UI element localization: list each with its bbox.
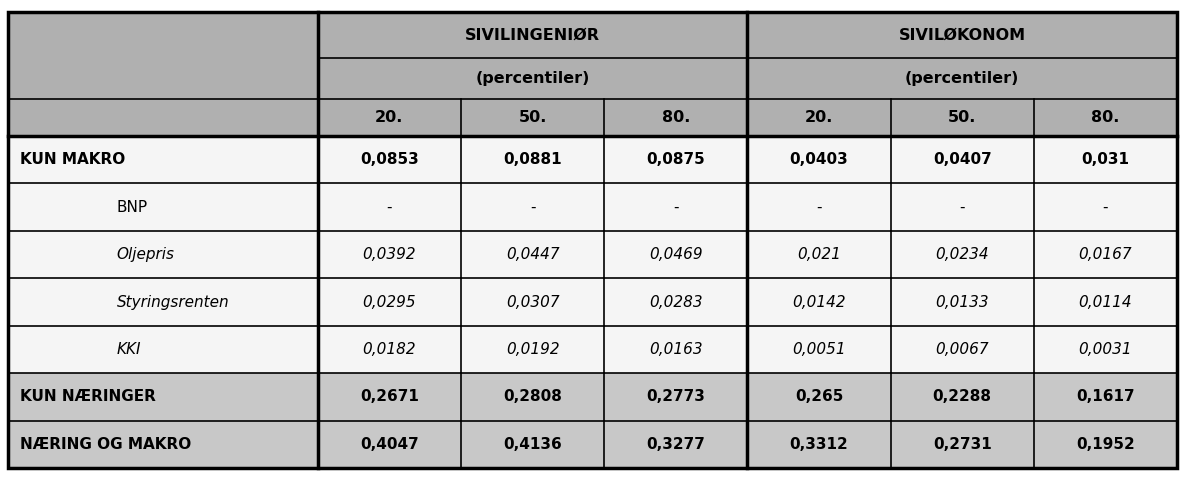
Text: SIVILINGENIØR: SIVILINGENIØR — [465, 27, 600, 42]
Text: 50.: 50. — [518, 110, 546, 125]
Text: Oljepris: Oljepris — [116, 247, 174, 262]
Text: 0,0051: 0,0051 — [793, 342, 846, 357]
Text: -: - — [816, 200, 821, 215]
Text: Styringsrenten: Styringsrenten — [116, 295, 229, 310]
Text: 0,2731: 0,2731 — [933, 437, 992, 452]
Text: 0,2288: 0,2288 — [933, 389, 992, 404]
Text: SIVILØKONOM: SIVILØKONOM — [898, 27, 1026, 42]
Text: 0,3277: 0,3277 — [646, 437, 705, 452]
Text: 0,031: 0,031 — [1082, 152, 1129, 167]
Text: 0,0853: 0,0853 — [360, 152, 418, 167]
Text: 0,3312: 0,3312 — [789, 437, 848, 452]
Text: -: - — [960, 200, 965, 215]
Bar — [8, 373, 1177, 420]
Bar — [1033, 99, 1177, 136]
Text: 0,0142: 0,0142 — [793, 295, 846, 310]
Text: 80.: 80. — [1091, 110, 1120, 125]
Text: -: - — [386, 200, 392, 215]
Text: BNP: BNP — [116, 200, 148, 215]
Text: 0,0392: 0,0392 — [363, 247, 416, 262]
Bar — [8, 231, 1177, 278]
Text: 0,4047: 0,4047 — [360, 437, 418, 452]
Bar — [8, 136, 1177, 183]
Bar — [461, 99, 604, 136]
Bar — [604, 99, 748, 136]
Text: 0,0031: 0,0031 — [1078, 342, 1132, 357]
Bar — [8, 183, 1177, 231]
Text: 0,0295: 0,0295 — [363, 295, 416, 310]
Text: 20.: 20. — [805, 110, 833, 125]
Text: 0,0167: 0,0167 — [1078, 247, 1132, 262]
Bar — [891, 99, 1033, 136]
Bar — [748, 99, 891, 136]
Bar — [8, 278, 1177, 326]
Text: 0,0163: 0,0163 — [649, 342, 703, 357]
Text: 0,0133: 0,0133 — [935, 295, 989, 310]
Text: 0,0469: 0,0469 — [649, 247, 703, 262]
Bar — [748, 12, 1177, 99]
Text: 0,2808: 0,2808 — [504, 389, 562, 404]
Text: 0,4136: 0,4136 — [504, 437, 562, 452]
Text: -: - — [673, 200, 679, 215]
Text: KUN MAKRO: KUN MAKRO — [20, 152, 126, 167]
Text: 0,0283: 0,0283 — [649, 295, 703, 310]
Text: 0,0875: 0,0875 — [646, 152, 705, 167]
Text: (percentiler): (percentiler) — [475, 71, 590, 86]
Text: KKI: KKI — [116, 342, 141, 357]
Text: 20.: 20. — [376, 110, 404, 125]
Text: -: - — [530, 200, 536, 215]
Text: 0,2773: 0,2773 — [646, 389, 705, 404]
Text: KUN NÆRINGER: KUN NÆRINGER — [20, 389, 156, 404]
Bar — [318, 99, 461, 136]
Text: NÆRING OG MAKRO: NÆRING OG MAKRO — [20, 437, 192, 452]
Text: 0,021: 0,021 — [798, 247, 841, 262]
Text: 0,0407: 0,0407 — [933, 152, 992, 167]
Bar — [8, 420, 1177, 468]
Text: 0,1952: 0,1952 — [1076, 437, 1135, 452]
Bar — [8, 12, 318, 136]
Text: 0,0234: 0,0234 — [935, 247, 989, 262]
Text: 0,0182: 0,0182 — [363, 342, 416, 357]
Bar — [8, 326, 1177, 373]
Text: 0,0192: 0,0192 — [506, 342, 559, 357]
Text: 0,0881: 0,0881 — [504, 152, 562, 167]
Text: (percentiler): (percentiler) — [905, 71, 1019, 86]
Text: 0,0114: 0,0114 — [1078, 295, 1132, 310]
Text: 0,265: 0,265 — [795, 389, 844, 404]
Text: 80.: 80. — [661, 110, 690, 125]
Text: 0,0307: 0,0307 — [506, 295, 559, 310]
Text: 0,2671: 0,2671 — [360, 389, 418, 404]
Text: 0,0447: 0,0447 — [506, 247, 559, 262]
Bar — [318, 12, 748, 99]
Text: 0,0067: 0,0067 — [935, 342, 989, 357]
Text: 0,0403: 0,0403 — [789, 152, 848, 167]
Text: -: - — [1103, 200, 1108, 215]
Text: 50.: 50. — [948, 110, 976, 125]
Text: 0,1617: 0,1617 — [1076, 389, 1135, 404]
